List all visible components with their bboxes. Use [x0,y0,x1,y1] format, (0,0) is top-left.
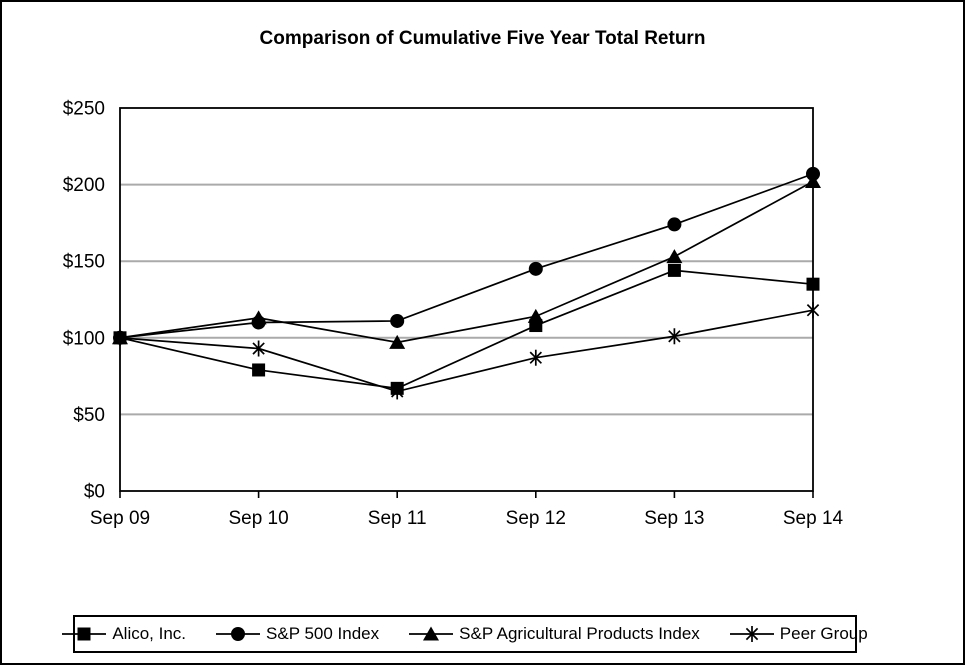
marker-alico-inc-sep-13 [667,263,681,277]
marker-s-p-agricultural-products-index-sep-14 [805,174,821,189]
marker-alico-inc-sep-14 [806,277,820,291]
legend-label-peer-group: Peer Group [779,624,868,643]
marker-s-p-500-index-sep-11 [390,313,405,328]
marker-s-p-agricultural-products-index-sep-12 [527,308,544,323]
legend-label-s-p-agricultural-products-index: S&P Agricultural Products Index [459,624,700,643]
plot-border [119,107,814,492]
y-tick-label-150: $150 [63,252,105,273]
marker-peer-group-sep-14 [806,304,820,317]
x-tick-label-sep-14: Sep 14 [783,508,844,529]
legend-label-alico-inc: Alico, Inc. [112,624,187,643]
y-tick-label-50: $50 [73,405,105,426]
marker-peer-group-sep-11 [390,385,404,398]
legend-item-alico-inc: Alico, Inc. [62,624,186,644]
marker-peer-group-sep-13 [668,330,681,343]
y-tick-label-250: $250 [63,99,105,120]
alico-inc-marker-icon [62,627,107,641]
series-line-alico-inc [119,269,814,390]
marker-s-p-500-index-sep-12 [528,261,543,276]
legend-label-s-p-500-index: S&P 500 Index [266,624,380,643]
x-tick-label-sep-09: Sep 09 [90,508,150,529]
performance-chart: Sep 09 Sep 10 Sep 11 Sep 12 Sep 13 Sep 14 $0 $5… [63,99,844,530]
legend-item-s-p-agricultural-products-index: S&P Agricultural Products Index [409,624,700,644]
chart-legend: Alico, Inc. S&P 500 Index S&P Agricultural… [62,615,868,653]
x-tick-label-sep-13: Sep 13 [644,508,704,529]
x-tick-label-sep-11: Sep 11 [368,508,427,529]
s-p-agricultural-products-index-marker-icon [409,626,454,641]
s-p-500-index-marker-icon [216,627,261,641]
series-line-s-p-agricultural-products-index [119,180,814,344]
y-tick-label-0: $0 [84,482,105,503]
legend-item-s-p-500-index: S&P 500 Index [216,624,379,644]
y-tick-label-100: $100 [63,328,105,349]
marker-peer-group-sep-09 [113,331,127,345]
series-line-s-p-500-index [119,173,814,339]
x-tick-label-sep-12: Sep 12 [506,508,566,529]
marker-s-p-agricultural-products-index-sep-13 [666,249,683,264]
legend-item-peer-group: Peer Group [729,624,868,644]
series-line-peer-group [119,309,814,393]
marker-peer-group-sep-10 [252,342,265,355]
marker-s-p-500-index-sep-13 [667,217,682,232]
marker-peer-group-sep-12 [529,351,543,364]
marker-s-p-agricultural-products-index-sep-10 [250,310,267,325]
chart-title: Comparison of Cumulative Five Year Total… [259,28,706,49]
marker-s-p-agricultural-products-index-sep-11 [389,334,406,349]
marker-alico-inc-sep-10 [252,363,266,377]
x-tick-label-sep-10: Sep 10 [228,508,288,529]
y-tick-label-200: $200 [63,175,105,196]
peer-group-marker-icon [729,626,774,642]
marker-s-p-500-index-sep-14 [806,166,820,181]
